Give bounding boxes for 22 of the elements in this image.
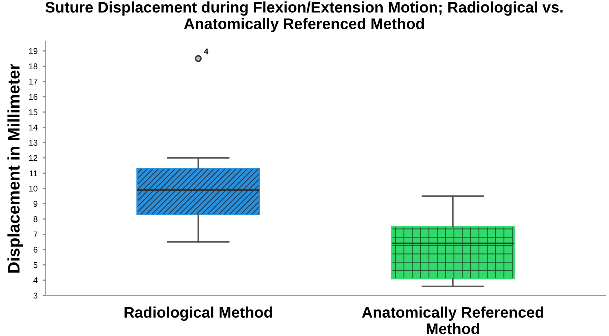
y-tick-label: 17 (29, 79, 38, 85)
y-tick-label: 14 (29, 124, 38, 131)
y-tick-label: 15 (29, 110, 38, 116)
y-tick-label: 10 (29, 186, 38, 192)
y-tick-label: 11 (30, 170, 38, 176)
x-tick-label: Radiological Method (124, 306, 272, 322)
chart-title: Suture Displacement during Flexion/Extension Motion; Radiological vs. Anatomically Referenced Method (46, 2, 563, 32)
y-tick-label: 4 (34, 278, 38, 284)
y-axis-title: Displacement in Millimeter (8, 64, 24, 273)
y-tick-label: 8 (34, 216, 38, 222)
y-tick-label: 3 (34, 292, 38, 299)
y-tick-label: 18 (29, 64, 38, 70)
annotation: 4 (204, 48, 209, 55)
y-tick-label: 9 (34, 201, 38, 208)
y-tick-label: 13 (29, 140, 38, 146)
y-tick-label: 19 (29, 48, 38, 54)
y-tick-label: 7 (34, 232, 38, 238)
y-tick-label: 12 (29, 155, 38, 162)
y-tick-label: 5 (34, 262, 38, 268)
y-tick-label: 6 (34, 247, 38, 253)
x-tick-label: Anatomically Referenced Method (362, 306, 544, 334)
y-tick-label: 16 (29, 94, 38, 100)
